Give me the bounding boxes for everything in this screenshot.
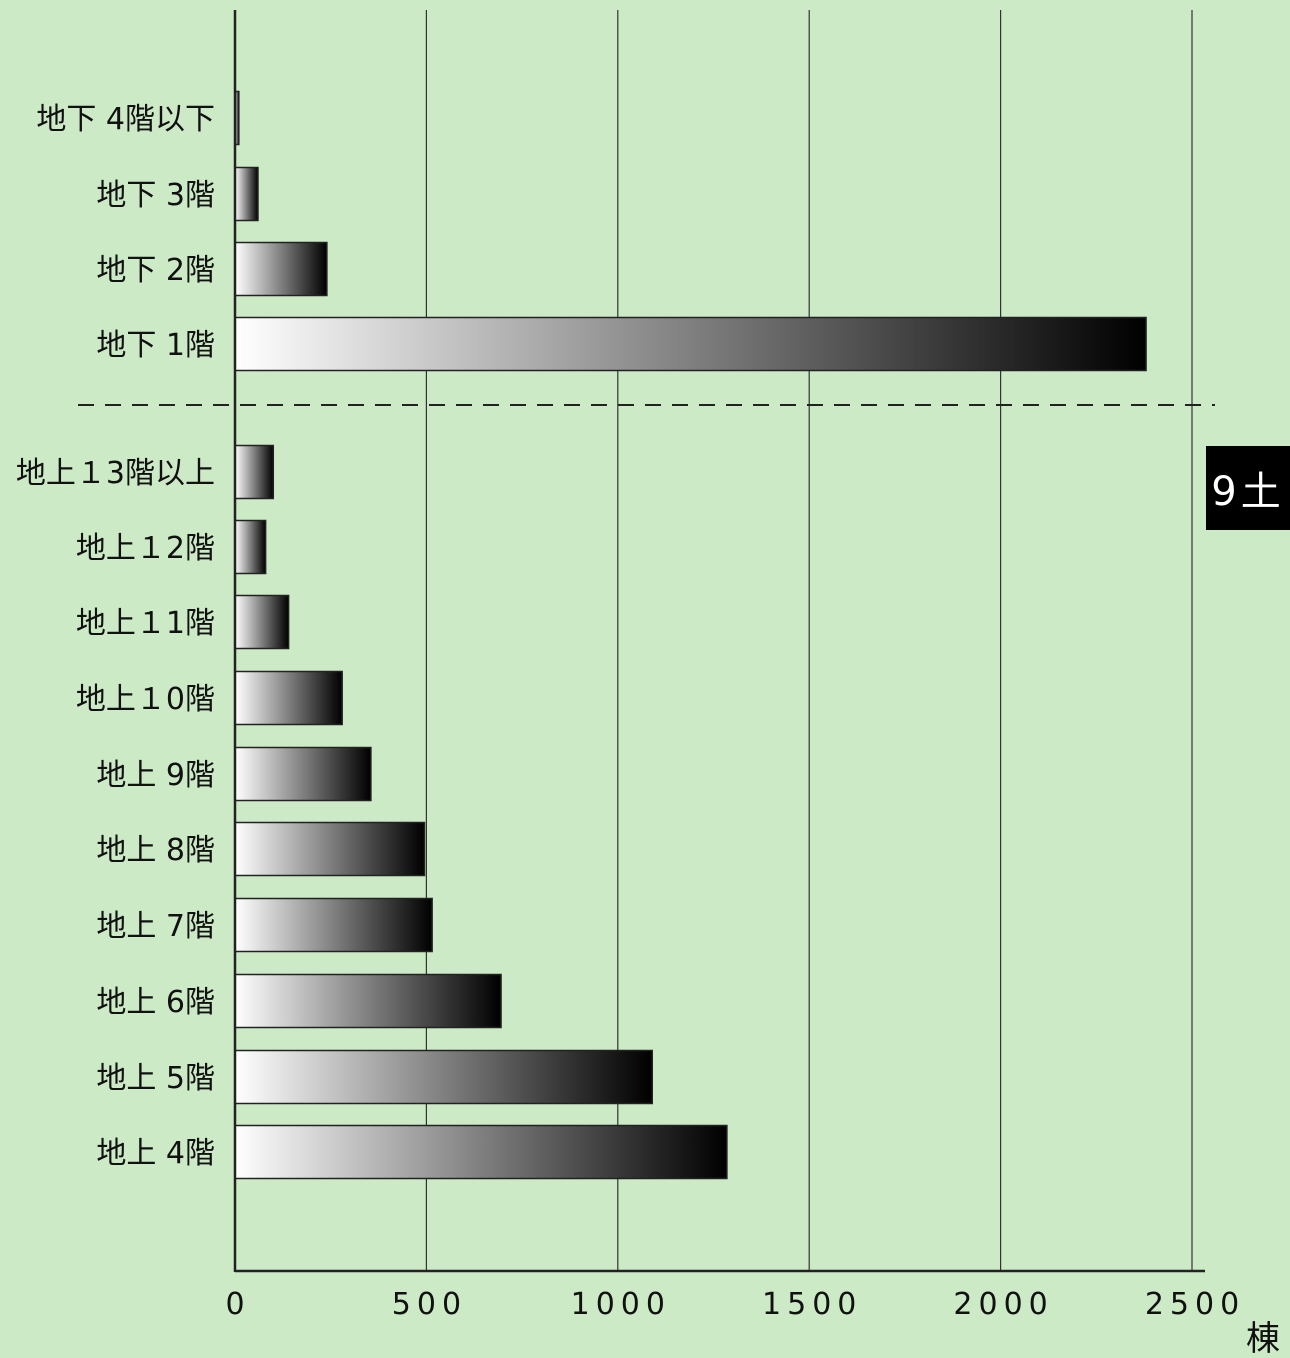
bar-10 bbox=[234, 897, 433, 953]
x-tick-label-1500: 1500 bbox=[762, 1287, 862, 1322]
category-label-13: 地上 4階 bbox=[96, 1136, 215, 1171]
bar-4 bbox=[234, 444, 275, 500]
category-label-5: 地上１2階 bbox=[76, 531, 215, 566]
category-label-1: 地下 3階 bbox=[96, 178, 215, 213]
category-label-7: 地上１0階 bbox=[76, 682, 215, 717]
bar-7 bbox=[234, 670, 343, 726]
category-label-8: 地上 9階 bbox=[96, 758, 215, 793]
x-tick-label-1000: 1000 bbox=[571, 1287, 671, 1322]
bar-13 bbox=[234, 1124, 728, 1180]
axes bbox=[78, 10, 1215, 1273]
bar-8 bbox=[234, 746, 372, 802]
bar-2 bbox=[234, 241, 328, 297]
category-label-12: 地上 5階 bbox=[96, 1061, 215, 1096]
bar-6 bbox=[234, 594, 290, 650]
section-tab: 9土 bbox=[1206, 446, 1290, 530]
category-label-6: 地上１1階 bbox=[76, 606, 215, 641]
category-label-11: 地上 6階 bbox=[96, 985, 215, 1020]
bars bbox=[234, 90, 1147, 1180]
category-label-0: 地下 4階以下 bbox=[36, 102, 215, 137]
category-label-2: 地下 2階 bbox=[96, 253, 215, 288]
x-tick-label-0: 0 bbox=[225, 1287, 250, 1322]
unit-label: 棟 bbox=[1246, 1319, 1280, 1358]
x-tick-label-2000: 2000 bbox=[953, 1287, 1053, 1322]
x-tick-label-2500: 2500 bbox=[1145, 1287, 1245, 1322]
category-label-9: 地上 8階 bbox=[96, 833, 215, 868]
bar-3 bbox=[234, 316, 1147, 372]
bar-5 bbox=[234, 519, 267, 575]
bar-1 bbox=[234, 166, 259, 222]
bar-11 bbox=[234, 973, 502, 1029]
x-tick-label-500: 500 bbox=[392, 1287, 467, 1322]
category-label-3: 地下 1階 bbox=[96, 328, 215, 363]
category-label-4: 地上１3階以上 bbox=[16, 456, 215, 491]
bar-9 bbox=[234, 821, 426, 877]
x-tick-labels: 0 500 1000 1500 2000 2500 bbox=[225, 1287, 1245, 1322]
bar-12 bbox=[234, 1049, 654, 1105]
category-label-10: 地上 7階 bbox=[96, 909, 215, 944]
